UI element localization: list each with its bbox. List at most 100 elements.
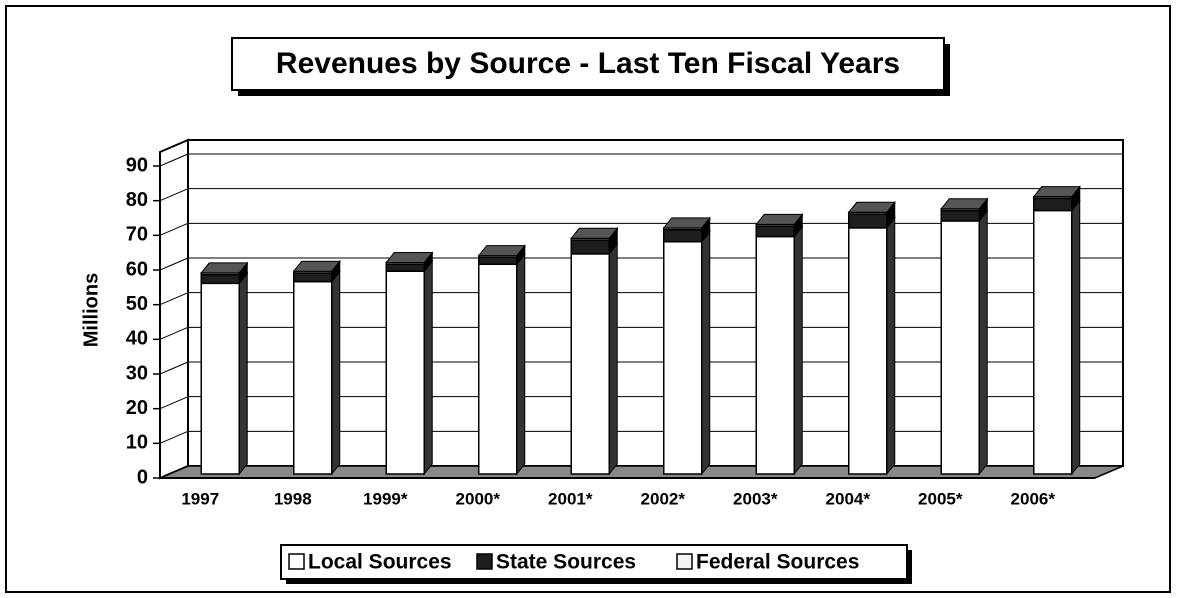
y-tick-label: 20 (126, 397, 148, 419)
bar-segment (200, 261, 249, 277)
x-tick-label: 2004* (826, 489, 871, 508)
bar-side (793, 225, 803, 476)
y-tick-label: 0 (137, 466, 148, 488)
bar-top (755, 213, 804, 225)
bar-front (293, 280, 333, 475)
x-tick-label: 2006* (1011, 489, 1056, 508)
y-tick-label: 40 (126, 328, 148, 350)
bar-side (701, 230, 711, 476)
bar-segment (755, 212, 804, 228)
legend-label: Federal Sources (696, 551, 859, 574)
bar-side (516, 252, 526, 476)
bar-segment (385, 259, 434, 476)
x-tick-label: 1999* (363, 489, 408, 508)
x-tick-label: 2003* (733, 489, 778, 508)
legend-swatch (288, 553, 305, 570)
bar-front (478, 256, 518, 266)
bar-segment (847, 216, 896, 476)
title-box (231, 37, 945, 91)
bar-segment (292, 270, 341, 476)
y-tick-label: 30 (126, 362, 148, 384)
bar-front (755, 225, 795, 238)
bar-segment (940, 209, 989, 476)
bar-top (1032, 186, 1081, 198)
bar-top (847, 201, 896, 213)
bar-segment (477, 244, 526, 259)
bar-top (570, 227, 619, 239)
bar-side (978, 209, 988, 476)
bar-segment (477, 252, 526, 476)
bar-side (238, 271, 248, 476)
x-tick-label: 1998 (274, 489, 312, 508)
bar-front (570, 253, 610, 475)
y-tick-label: 50 (126, 293, 148, 315)
bar-front (663, 240, 703, 475)
bar-segment (292, 259, 341, 275)
bar-front (663, 228, 703, 243)
bar-side (331, 270, 341, 476)
bar-front (385, 263, 425, 272)
bar-front (570, 239, 610, 255)
legend-box (280, 544, 908, 580)
grid-line (159, 292, 189, 306)
y-tick-label: 70 (126, 224, 148, 246)
bar-front (848, 227, 888, 475)
bar-top (385, 252, 434, 264)
grid-line (159, 326, 189, 340)
bar-top (200, 262, 249, 274)
grid-line (159, 396, 189, 410)
bar-segment (1032, 185, 1081, 200)
grid-line (159, 361, 189, 375)
x-tick-label: 2000* (456, 489, 501, 508)
bar-segment (385, 251, 434, 266)
bar-side (608, 242, 618, 476)
bar-front (1033, 197, 1073, 212)
bar-front (755, 235, 795, 475)
bar-top (940, 198, 989, 210)
bar-front (200, 282, 240, 475)
bar-segment (662, 216, 711, 232)
bar-front (478, 263, 518, 475)
x-tick-label: 2005* (918, 489, 963, 508)
bar-segment (847, 200, 896, 216)
bar-side (1071, 199, 1081, 476)
y-tick-label: 80 (126, 189, 148, 211)
bar-front (848, 213, 888, 229)
bar-segment (940, 197, 989, 212)
bar-front (940, 220, 980, 475)
bar-segment (570, 226, 619, 242)
grid-line (159, 257, 189, 271)
legend-label: Local Sources (308, 551, 452, 574)
bar-front (200, 273, 240, 285)
grid-line (159, 430, 189, 444)
legend-label: State Sources (496, 551, 636, 574)
bar-segment (570, 242, 619, 476)
y-tick-label: 60 (126, 258, 148, 280)
bar-top (662, 217, 711, 229)
bar-segment (1032, 199, 1081, 476)
y-tick-label: 90 (126, 154, 148, 176)
chart-title: Revenues by Source - Last Ten Fiscal Yea… (276, 47, 900, 80)
bar-top (477, 245, 526, 257)
bar-top (292, 260, 341, 272)
x-tick-label: 1997 (181, 489, 219, 508)
bar-front (385, 270, 425, 475)
legend-swatch (476, 553, 493, 570)
bar-segment (200, 271, 249, 476)
legend-swatch (676, 553, 693, 570)
x-tick-label: 2002* (641, 489, 686, 508)
x-tick-label: 2001* (548, 489, 593, 508)
bar-segment (662, 230, 711, 476)
bar-side (423, 259, 433, 476)
bar-segment (755, 225, 804, 476)
y-tick-label: 10 (126, 432, 148, 454)
y-axis-label: Millions (80, 273, 102, 347)
grid-line (159, 222, 189, 236)
bar-side (886, 216, 896, 476)
bar-front (940, 209, 980, 222)
bar-front (1033, 209, 1073, 475)
grid-line (159, 465, 189, 479)
grid-line (159, 153, 189, 167)
grid-line (159, 188, 189, 202)
